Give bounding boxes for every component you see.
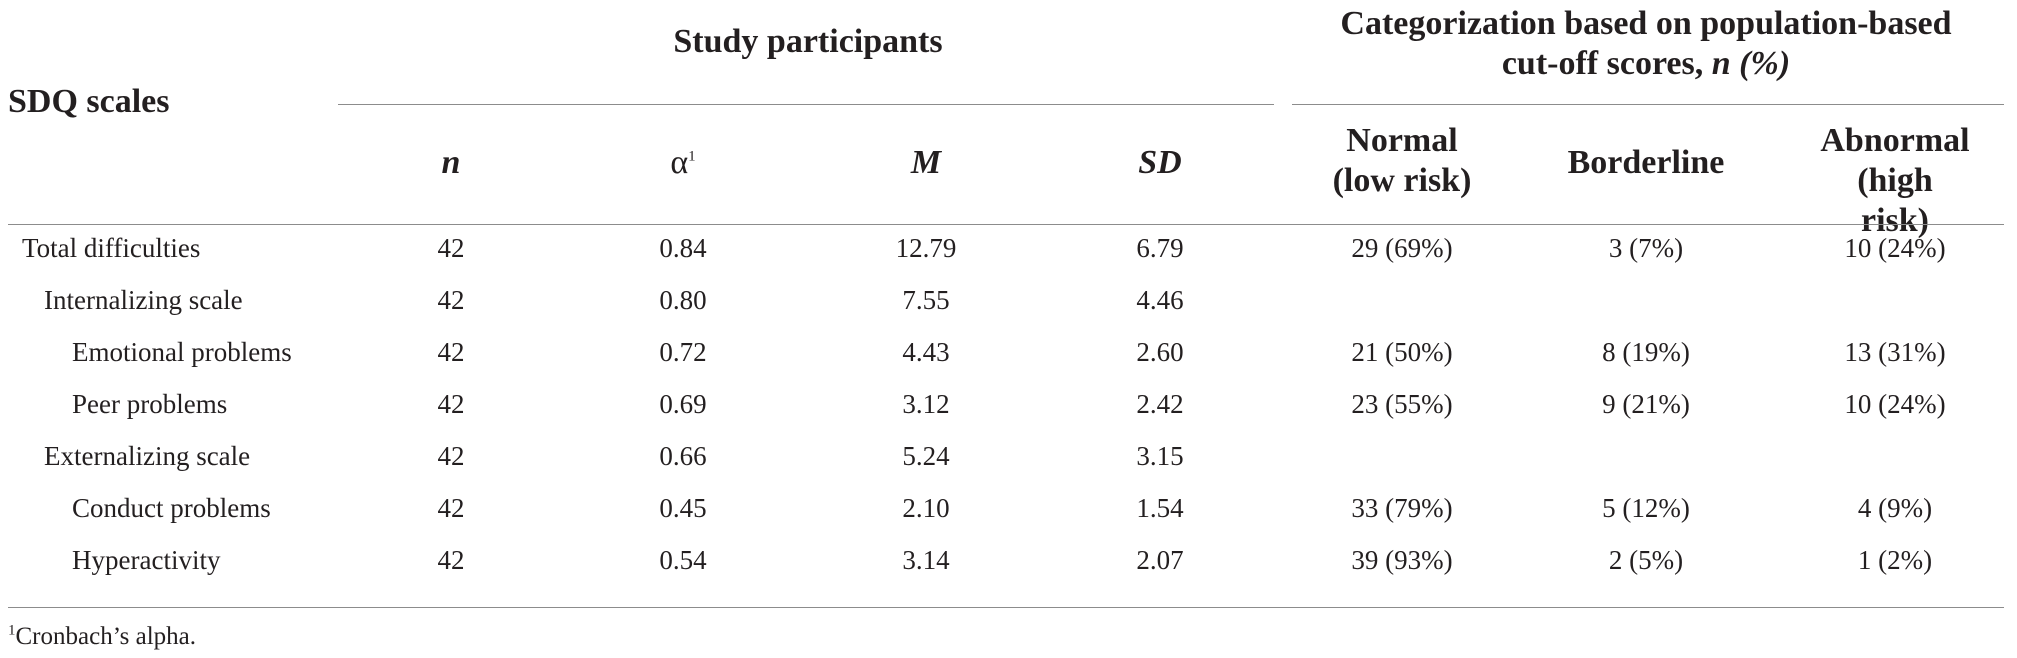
cell-n: 42: [437, 233, 465, 263]
footnote-sup: 1: [8, 622, 16, 639]
table-row: Emotional problems 42 0.72 4.43 2.60 21 (50%)…: [0, 336, 2017, 388]
cell-borderline: 3 (7%): [1608, 233, 1684, 263]
col-header-sd: SD: [1138, 143, 1181, 183]
row-label: Conduct problems: [72, 493, 271, 523]
col-header-normal: Normal (low risk): [1333, 121, 1472, 201]
group-header-line2: cut-off scores, n (%): [1266, 44, 2017, 84]
group-header-categorization: Categorization based on population-based…: [1266, 4, 2017, 84]
cell-m: 3.12: [902, 389, 950, 419]
row-label: Peer problems: [72, 389, 228, 419]
cell-n: 42: [437, 285, 465, 315]
cell-n: 42: [437, 337, 465, 367]
cell-normal: 21 (50%): [1351, 337, 1453, 367]
cell-sd: 4.46: [1136, 285, 1184, 315]
table-row: Externalizing scale 42 0.66 5.24 3.15: [0, 440, 2017, 492]
col-header-alpha-sup: 1: [688, 148, 696, 165]
cell-normal: 29 (69%): [1351, 233, 1453, 263]
table-bottom-rule: [8, 607, 2004, 608]
cell-alpha: 0.45: [659, 493, 707, 523]
footnote-text: Cronbach’s alpha.: [15, 623, 197, 650]
cell-n: 42: [437, 545, 465, 575]
table-row: Total difficulties 42 0.84 12.79 6.79 29 (69%…: [0, 232, 2017, 284]
cell-normal: 33 (79%): [1351, 493, 1453, 523]
table-row: Peer problems 42 0.69 3.12 2.42 23 (55%) 9 (21…: [0, 388, 2017, 440]
col-header-m-italic: M: [910, 144, 942, 181]
col-header-m: M: [911, 143, 941, 183]
cell-m: 2.10: [902, 493, 950, 523]
col-header-borderline: Borderline: [1567, 144, 1725, 181]
table-row: Conduct problems 42 0.45 2.10 1.54 33 (79%) 5 …: [0, 492, 2017, 544]
col-header-alpha-text: α: [670, 144, 689, 181]
cell-sd: 3.15: [1136, 441, 1184, 471]
cell-alpha: 0.72: [659, 337, 707, 367]
cell-m: 5.24: [902, 441, 950, 471]
cell-n: 42: [437, 389, 465, 419]
group-header-line2-text: cut-off scores,: [1501, 45, 1712, 82]
cell-sd: 2.60: [1136, 337, 1184, 367]
cell-alpha: 0.69: [659, 389, 707, 419]
cell-abnormal: 10 (24%): [1844, 389, 1946, 419]
cell-borderline: 2 (5%): [1608, 545, 1684, 575]
col-header-abnormal-line2: (high risk): [1857, 162, 1933, 239]
col-header-n-italic: n: [441, 144, 461, 181]
cell-normal: 23 (55%): [1351, 389, 1453, 419]
cell-m: 7.55: [902, 285, 950, 315]
group2-underline: [1292, 104, 2004, 105]
row-label: Externalizing scale: [44, 441, 251, 471]
table-row: Hyperactivity 42 0.54 3.14 2.07 39 (93%) 2 (5%…: [0, 544, 2017, 596]
row-label-header: SDQ scales: [8, 83, 170, 120]
col-header-n: n: [442, 143, 461, 183]
group1-underline: [338, 104, 1274, 105]
cell-alpha: 0.84: [659, 233, 707, 263]
cell-m: 3.14: [902, 545, 950, 575]
cell-alpha: 0.54: [659, 545, 707, 575]
cell-normal: 39 (93%): [1351, 545, 1453, 575]
cell-alpha: 0.66: [659, 441, 707, 471]
table-row: Internalizing scale 42 0.80 7.55 4.46: [0, 284, 2017, 336]
cell-sd: 1.54: [1136, 493, 1184, 523]
footnote: 1Cronbach’s alpha.: [8, 622, 196, 652]
header-bottom-rule: [8, 224, 2004, 225]
cell-m: 4.43: [902, 337, 950, 367]
cell-alpha: 0.80: [659, 285, 707, 315]
cell-m: 12.79: [895, 233, 957, 263]
col-header-normal-line1: Normal: [1346, 122, 1458, 159]
col-header-abnormal-line1: Abnormal: [1820, 122, 1970, 159]
cell-borderline: 8 (19%): [1602, 337, 1690, 367]
cell-sd: 2.42: [1136, 389, 1184, 419]
cell-borderline: 5 (12%): [1602, 493, 1690, 523]
cell-sd: 6.79: [1136, 233, 1184, 263]
group-header-study-participants: Study participants: [673, 23, 943, 60]
col-header-abnormal: Abnormal (high risk): [1820, 121, 1969, 241]
row-label: Emotional problems: [72, 337, 292, 367]
row-label: Total difficulties: [22, 233, 201, 263]
row-label: Hyperactivity: [72, 545, 221, 575]
cell-n: 42: [437, 493, 465, 523]
cell-borderline: 9 (21%): [1602, 389, 1690, 419]
col-header-alpha: α1: [670, 143, 695, 183]
cell-n: 42: [437, 441, 465, 471]
row-label: Internalizing scale: [44, 285, 243, 315]
group-header-line1: Categorization based on population-based: [1340, 5, 1952, 42]
cell-abnormal: 10 (24%): [1844, 233, 1946, 263]
col-header-sd-italic: SD: [1138, 144, 1182, 181]
group-header-line2-italic: n (%): [1711, 45, 1791, 82]
col-header-normal-line2: (low risk): [1332, 162, 1472, 199]
cell-abnormal: 4 (9%): [1857, 493, 1933, 523]
cell-abnormal: 13 (31%): [1844, 337, 1946, 367]
cell-sd: 2.07: [1136, 545, 1184, 575]
cell-abnormal: 1 (2%): [1857, 545, 1933, 575]
